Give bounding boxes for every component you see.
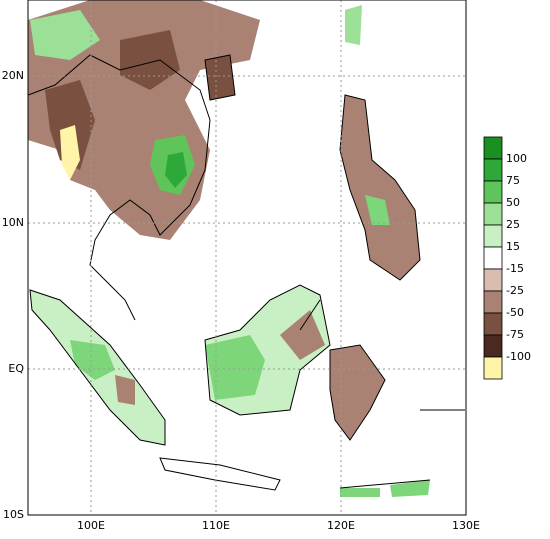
map-panel: 20N 10N EQ 10S 100E 110E 120E 130E: [2, 0, 480, 532]
colorbar-label: 50: [506, 196, 520, 209]
lat-label: EQ: [8, 362, 24, 375]
colorbar-box: [483, 334, 503, 358]
region-strong-negative: [45, 80, 95, 170]
colorbar-box: [483, 180, 503, 204]
coastline: [299, 299, 465, 489]
region-positive: [390, 480, 430, 497]
lon-label: 130E: [452, 519, 480, 532]
colorbar-label: -50: [506, 306, 524, 319]
colorbar-box: [483, 246, 503, 270]
coastline: [28, 54, 211, 321]
region-strong-negative: [120, 30, 180, 90]
colorbar-box: [483, 356, 503, 380]
region-positive: [365, 195, 390, 225]
region-positive: [340, 488, 380, 497]
lon-label: 120E: [327, 519, 355, 532]
region-positive: [30, 10, 100, 60]
colorbar-label: 75: [506, 174, 520, 187]
coastline: [204, 284, 331, 416]
lon-label: 100E: [77, 519, 105, 532]
coastline: [204, 54, 236, 101]
region-positive: [205, 335, 265, 400]
region-strong-negative: [205, 55, 235, 100]
colorbar-label: -100: [506, 350, 531, 363]
coastline: [339, 94, 421, 281]
coastline: [29, 289, 166, 446]
colorbar-label: -75: [506, 328, 524, 341]
colorbar-box: [483, 290, 503, 314]
colorbar-label: 25: [506, 218, 520, 231]
graticule: [28, 0, 466, 515]
region-negative: [115, 375, 135, 405]
lat-label: 20N: [2, 69, 24, 82]
region-negative: [340, 95, 420, 280]
lat-label: 10N: [2, 216, 24, 229]
colorbar-label: -25: [506, 284, 524, 297]
region-positive: [345, 5, 362, 45]
colorbar-label: -15: [506, 262, 524, 275]
colorbar-box: [483, 202, 503, 226]
colorbar-box: [483, 158, 503, 182]
colorbar-box: [483, 312, 503, 336]
coastline: [329, 344, 386, 441]
map-frame: [27, 0, 467, 516]
colorbar-box: [483, 268, 503, 292]
region-negative: [280, 310, 325, 360]
colorbar-box: [483, 224, 503, 248]
colorbar-box: [483, 136, 503, 160]
colorbar: 100 75 50 25 15 -15 -25 -50 -75 -100: [483, 136, 531, 380]
coastline: [159, 457, 281, 491]
region-positive: [70, 340, 115, 380]
colorbar-label: 15: [506, 240, 520, 253]
region-strong-positive: [165, 152, 187, 188]
lat-label: 10S: [3, 508, 24, 521]
lon-label: 110E: [202, 519, 230, 532]
colorbar-label: 100: [506, 152, 527, 165]
region-extreme-negative: [60, 125, 80, 180]
region-negative: [28, 0, 260, 240]
